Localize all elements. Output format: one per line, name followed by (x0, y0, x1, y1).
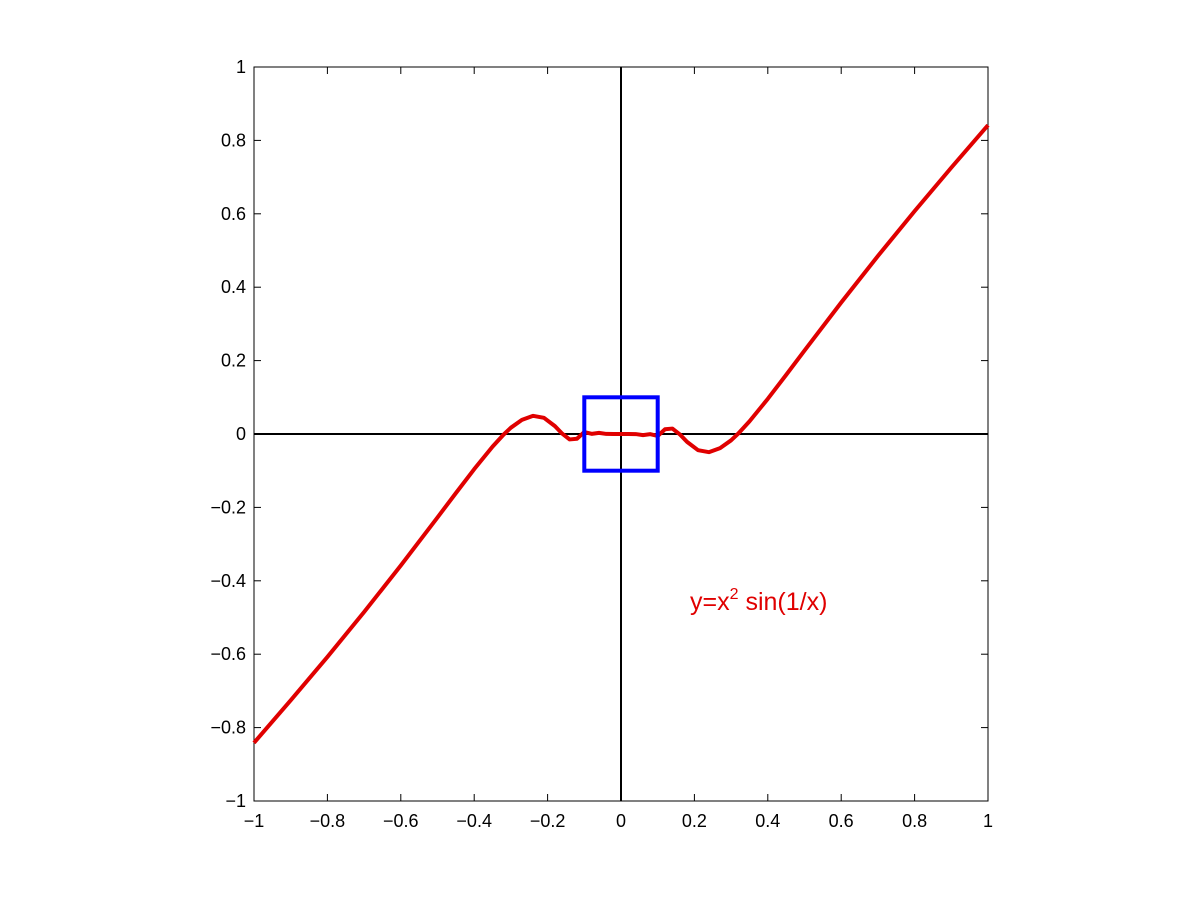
y-tick-label: 0.6 (221, 204, 246, 224)
y-tick-label: 0 (236, 424, 246, 444)
x-tick-label: −0.4 (456, 811, 492, 831)
x-tick-label: 0.2 (682, 811, 707, 831)
zoom-box (582, 395, 660, 473)
x-tick-label: 0.4 (755, 811, 780, 831)
x-tick-label: 0.8 (902, 811, 927, 831)
x-tick-label: −0.6 (383, 811, 419, 831)
annotation-rest: sin(1/x) (739, 588, 828, 616)
x-tick-label: −1 (244, 811, 265, 831)
x-tick-label: −0.2 (530, 811, 566, 831)
y-tick-label: −0.2 (210, 497, 246, 517)
annotation: y=x2 sin(1/x) (690, 586, 827, 616)
y-tick-label: −1 (225, 791, 246, 811)
x-tick-label: 0.6 (829, 811, 854, 831)
x-tick-label: 1 (983, 811, 993, 831)
y-tick-label: 0.2 (221, 351, 246, 371)
y-tick-label: 0.4 (221, 277, 246, 297)
x-tick-label: −0.8 (310, 811, 346, 831)
annotation-superscript: 2 (730, 586, 739, 603)
y-tick-label: 1 (236, 57, 246, 77)
y-tick-label: 0.8 (221, 130, 246, 150)
annotation-base: y=x (690, 588, 730, 616)
curve (252, 123, 990, 745)
x-tick-label: 0 (616, 811, 626, 831)
y-tick-label: −0.4 (210, 571, 246, 591)
y-tick-label: −0.6 (210, 644, 246, 664)
y-tick-label: −0.8 (210, 718, 246, 738)
